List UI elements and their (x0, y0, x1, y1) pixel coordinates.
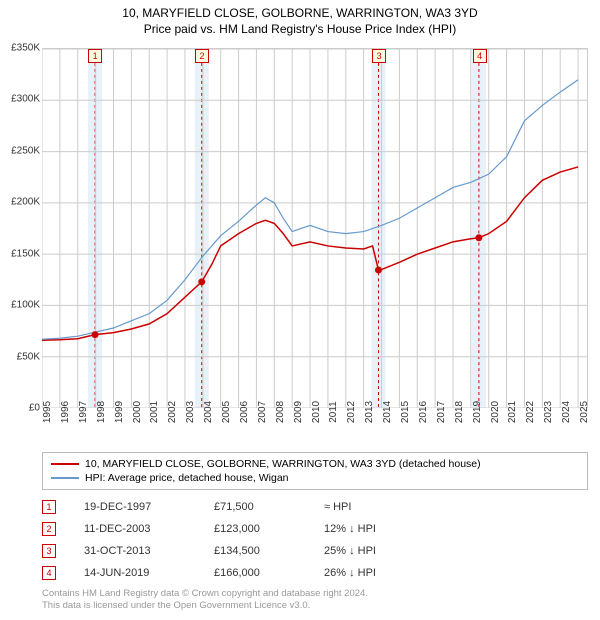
sale-price: £71,500 (214, 501, 324, 513)
y-tick-label: £200K (2, 197, 40, 208)
footer-line-1: Contains HM Land Registry data © Crown c… (42, 588, 368, 600)
y-tick-label: £350K (2, 43, 40, 54)
y-tick-label: £250K (2, 145, 40, 156)
footer-attribution: Contains HM Land Registry data © Crown c… (42, 588, 368, 613)
x-tick-label: 1996 (60, 401, 71, 423)
x-tick-label: 2010 (311, 401, 322, 423)
sale-marker: 2 (42, 522, 56, 536)
x-tick-label: 2013 (364, 401, 375, 423)
sale-marker: 3 (42, 544, 56, 558)
x-tick-label: 2008 (275, 401, 286, 423)
title-line-2: Price paid vs. HM Land Registry's House … (0, 22, 600, 36)
sale-date: 31-OCT-2013 (84, 545, 214, 557)
x-tick-label: 2000 (132, 401, 143, 423)
legend-swatch (51, 477, 79, 479)
legend-label: HPI: Average price, detached house, Wiga… (85, 472, 289, 484)
sale-date: 11-DEC-2003 (84, 523, 214, 535)
legend: 10, MARYFIELD CLOSE, GOLBORNE, WARRINGTO… (42, 452, 588, 490)
x-tick-label: 2021 (507, 401, 518, 423)
sale-date: 19-DEC-1997 (84, 501, 214, 513)
sale-date: 14-JUN-2019 (84, 567, 214, 579)
chart-marker-4: 4 (473, 49, 487, 63)
x-tick-label: 2004 (203, 401, 214, 423)
x-tick-label: 2022 (525, 401, 536, 423)
x-tick-label: 2009 (293, 401, 304, 423)
sales-table: 1 19-DEC-1997£71,500≈ HPI 2 11-DEC-2003£123… (42, 496, 434, 584)
x-tick-label: 1997 (78, 401, 89, 423)
x-tick-label: 2014 (382, 401, 393, 423)
footer-line-2: This data is licensed under the Open Gov… (42, 600, 368, 612)
sale-marker: 1 (42, 500, 56, 514)
legend-item: HPI: Average price, detached house, Wiga… (51, 471, 579, 485)
chart-marker-3: 3 (372, 49, 386, 63)
sale-hpi-comparison: 26% ↓ HPI (324, 567, 434, 579)
x-tick-label: 2023 (543, 401, 554, 423)
sale-marker: 4 (42, 566, 56, 580)
y-tick-label: £0 (2, 403, 40, 414)
x-tick-label: 2016 (418, 401, 429, 423)
x-tick-label: 2007 (257, 401, 268, 423)
chart-marker-2: 2 (195, 49, 209, 63)
x-tick-label: 2005 (221, 401, 232, 423)
chart-marker-1: 1 (88, 49, 102, 63)
x-tick-label: 2011 (328, 401, 339, 423)
x-tick-label: 2025 (579, 401, 590, 423)
sale-hpi-comparison: ≈ HPI (324, 501, 434, 513)
sale-row: 2 11-DEC-2003£123,00012% ↓ HPI (42, 518, 434, 540)
x-tick-label: 2019 (472, 401, 483, 423)
x-tick-label: 2006 (239, 401, 250, 423)
sale-price: £134,500 (214, 545, 324, 557)
sale-row: 4 14-JUN-2019£166,00026% ↓ HPI (42, 562, 434, 584)
x-tick-label: 1998 (96, 401, 107, 423)
sale-hpi-comparison: 12% ↓ HPI (324, 523, 434, 535)
sale-price: £123,000 (214, 523, 324, 535)
chart-area: 1 2 3 4 (42, 48, 588, 408)
sale-row: 3 31-OCT-2013£134,50025% ↓ HPI (42, 540, 434, 562)
x-tick-label: 1995 (42, 401, 53, 423)
legend-label: 10, MARYFIELD CLOSE, GOLBORNE, WARRINGTO… (85, 458, 481, 470)
x-tick-label: 2015 (400, 401, 411, 423)
x-tick-label: 2003 (185, 401, 196, 423)
chart-svg (42, 49, 587, 408)
sale-hpi-comparison: 25% ↓ HPI (324, 545, 434, 557)
x-tick-label: 1999 (114, 401, 125, 423)
x-tick-label: 2002 (167, 401, 178, 423)
x-tick-label: 2018 (454, 401, 465, 423)
y-tick-label: £50K (2, 351, 40, 362)
legend-swatch (51, 463, 79, 465)
sale-price: £166,000 (214, 567, 324, 579)
x-tick-label: 2017 (436, 401, 447, 423)
chart-container: 10, MARYFIELD CLOSE, GOLBORNE, WARRINGTO… (0, 0, 600, 620)
y-tick-label: £300K (2, 94, 40, 105)
sale-row: 1 19-DEC-1997£71,500≈ HPI (42, 496, 434, 518)
x-tick-label: 2012 (346, 401, 357, 423)
y-tick-label: £100K (2, 300, 40, 311)
legend-item: 10, MARYFIELD CLOSE, GOLBORNE, WARRINGTO… (51, 457, 579, 471)
titles: 10, MARYFIELD CLOSE, GOLBORNE, WARRINGTO… (0, 0, 600, 36)
x-tick-label: 2020 (490, 401, 501, 423)
x-tick-label: 2024 (561, 401, 572, 423)
x-tick-label: 2001 (149, 401, 160, 423)
y-tick-label: £150K (2, 248, 40, 259)
title-line-1: 10, MARYFIELD CLOSE, GOLBORNE, WARRINGTO… (0, 6, 600, 20)
